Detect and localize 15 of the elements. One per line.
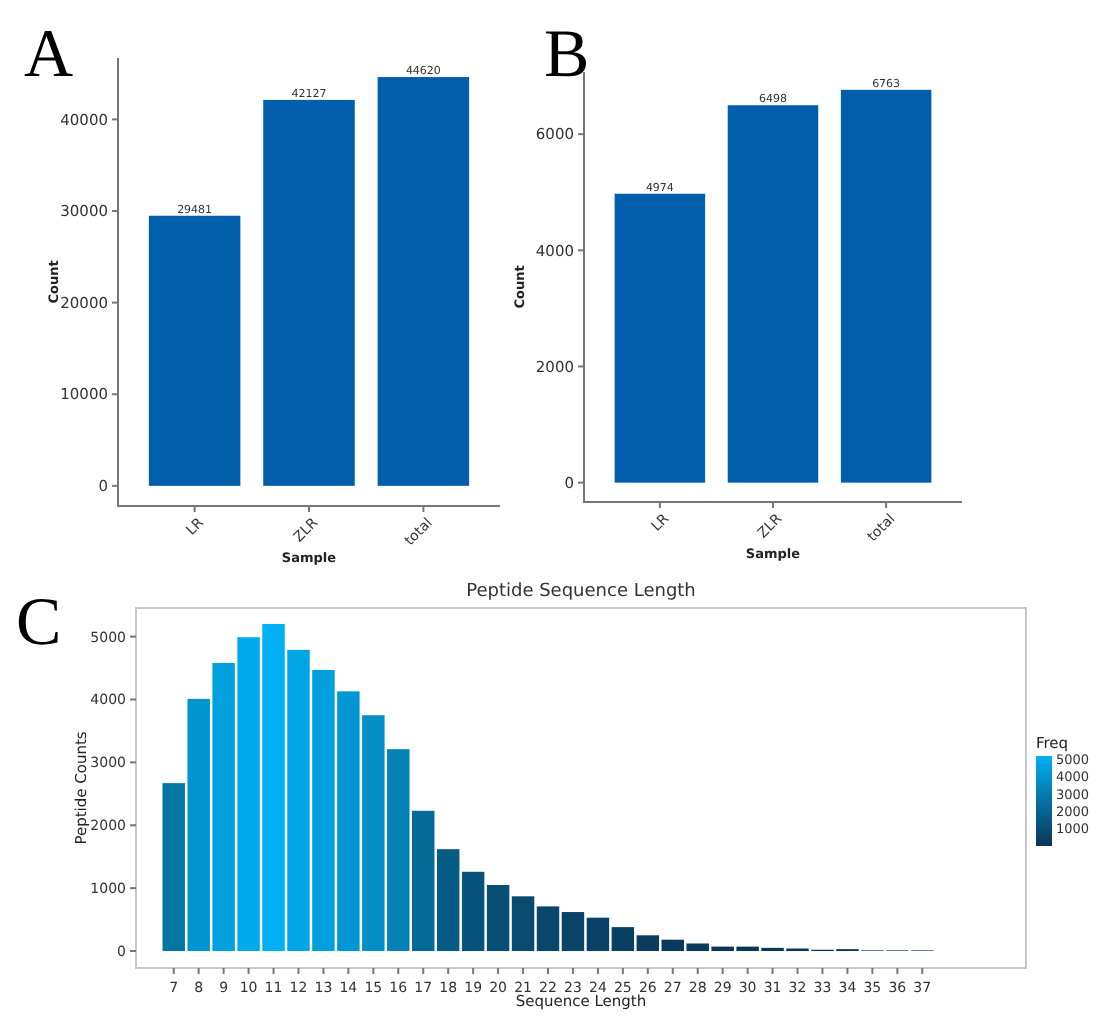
bar	[162, 783, 185, 952]
bar	[840, 89, 932, 483]
bar	[727, 105, 819, 483]
text: C	[16, 586, 62, 660]
bar	[263, 99, 355, 486]
bar	[412, 810, 435, 952]
bar	[377, 77, 470, 486]
chart-title: A	[24, 18, 74, 92]
chart-title: Peptide Sequence Length	[466, 582, 696, 602]
bar	[387, 749, 410, 952]
bar	[187, 698, 210, 952]
bar	[614, 193, 706, 483]
bar	[212, 663, 235, 952]
chart-title: B	[544, 18, 590, 92]
bar	[148, 215, 241, 486]
